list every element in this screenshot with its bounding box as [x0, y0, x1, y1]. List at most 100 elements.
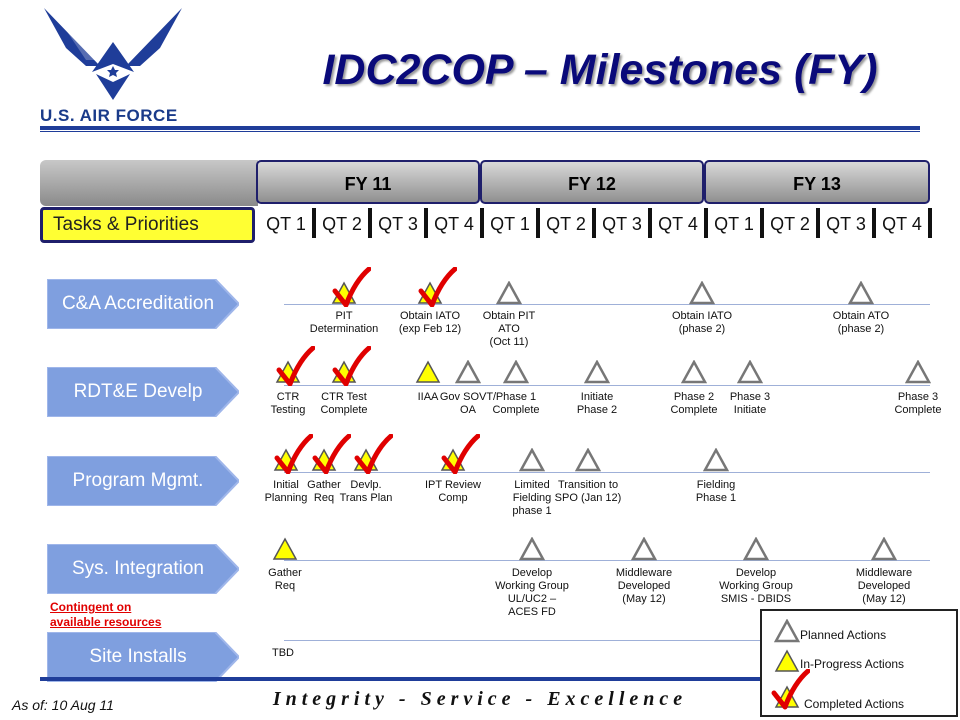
- quarter-divider: [312, 208, 316, 238]
- site-installs-tbd: TBD: [272, 647, 294, 659]
- milestone-label-line: Limited: [514, 479, 550, 491]
- quarter-divider: [704, 208, 708, 238]
- milestone-label-line: Phase 2: [576, 404, 618, 416]
- quarter-label: QT 4: [434, 214, 474, 234]
- timeline-corner: [40, 160, 258, 206]
- air-force-logo: [38, 8, 188, 126]
- legend-completed-label: Completed Actions: [804, 697, 905, 711]
- milestone-label: IPT Review Comp: [403, 479, 503, 505]
- milestone-planned-triangle-icon: [703, 448, 729, 472]
- milestone-label: Obtain ATO (phase 2): [811, 310, 911, 336]
- legend: Planned Actions In-Progress Actions Comp…: [760, 609, 958, 717]
- category-sys-integration: Sys. Integration: [47, 544, 239, 594]
- completed-check-icon: [332, 346, 371, 386]
- milestone-label: Gather Req: [235, 567, 335, 593]
- milestone-label-line: IIAA: [417, 391, 439, 403]
- quarter-label: QT 3: [826, 214, 866, 234]
- footer-motto: Integrity - Service - Excellence: [272, 688, 688, 710]
- quarter-divider: [760, 208, 764, 238]
- milestone-planned-triangle-icon: [575, 448, 601, 472]
- milestone-label-line: Phase 1: [695, 492, 737, 504]
- fy11-header: FY 11: [256, 160, 480, 204]
- category-program-mgmt: Program Mgmt.: [47, 456, 239, 506]
- category-rdte: RDT&E Develp: [47, 367, 239, 417]
- category-ca-accreditation: C&A Accreditation: [47, 279, 239, 329]
- milestone-label: Obtain PIT ATO (Oct 11): [459, 310, 559, 349]
- milestone-label-line: CTR Test: [321, 391, 367, 403]
- quarter-label: QT 2: [546, 214, 586, 234]
- category-label: C&A Accreditation: [61, 293, 215, 314]
- quarter-divider: [368, 208, 372, 238]
- row-line-site: [284, 640, 760, 641]
- footer-divider: [40, 677, 920, 681]
- milestone-label-line: Developed: [617, 580, 671, 592]
- milestone-label-line: Gather: [268, 567, 302, 579]
- milestone-label-line: PIT: [335, 310, 353, 322]
- milestone-label: Limited Fielding phase 1: [482, 479, 582, 518]
- legend-planned-label: Planned Actions: [800, 628, 887, 642]
- milestone-label-line: Devlp.: [350, 479, 382, 491]
- milestone-label-line: Complete: [492, 404, 540, 416]
- quarter-label: QT 1: [490, 214, 530, 234]
- quarter-divider: [424, 208, 428, 238]
- milestone-label-line: Obtain IATO: [399, 310, 461, 322]
- tasks-priorities-label: Tasks & Priorities: [40, 207, 255, 243]
- contingent-note-line: available resources: [50, 615, 162, 629]
- fy13-header: FY 13: [704, 160, 930, 204]
- milestone-label-line: Developed: [857, 580, 911, 592]
- milestone-label-line: Gov SOVT/: [439, 391, 497, 403]
- completed-check-icon: [312, 434, 351, 474]
- milestone-planned-triangle-icon: [496, 281, 522, 305]
- legend-in-progress-triangle-icon: [774, 649, 800, 672]
- milestone-label-line: Phase 1: [495, 391, 537, 403]
- quarter-divider: [816, 208, 820, 238]
- quarter-divider: [648, 208, 652, 238]
- milestone-label-line: Comp: [438, 492, 468, 504]
- legend-check-icon: [771, 669, 810, 710]
- quarter-label: QT 4: [882, 214, 922, 234]
- quarter-label: QT 3: [378, 214, 418, 234]
- milestone-label-line: Obtain IATO: [671, 310, 733, 322]
- milestone-label-line: Phase 3: [897, 391, 939, 403]
- quarter-label: QT 2: [322, 214, 362, 234]
- milestone-planned-triangle-icon: [737, 360, 763, 384]
- milestone-label-line: SPO (Jan 12): [554, 492, 622, 504]
- milestone-label-line: Planning: [264, 492, 308, 504]
- category-label: RDT&E Develp: [73, 381, 203, 402]
- quarter-label: QT 4: [658, 214, 698, 234]
- completed-check-icon: [441, 434, 480, 474]
- milestone-label: Middleware Developed (May 12): [834, 567, 934, 606]
- milestone-label: Obtain IATO (exp Feb 12): [380, 310, 480, 336]
- milestone-label-line: ATO: [498, 323, 520, 335]
- milestone-label: Middleware Developed (May 12): [594, 567, 694, 606]
- quarter-divider: [928, 208, 932, 238]
- milestone-planned-triangle-icon: [689, 281, 715, 305]
- category-site-installs: Site Installs: [47, 632, 239, 682]
- milestone-label: Transition to SPO (Jan 12): [538, 479, 638, 505]
- milestone-label-line: Req: [313, 492, 335, 504]
- milestone-label: Gather Req: [274, 479, 374, 505]
- milestone-planned-triangle-icon: [584, 360, 610, 384]
- milestone-label: Obtain IATO (phase 2): [652, 310, 752, 336]
- milestone-label-line: Trans Plan: [339, 492, 393, 504]
- milestone-label-line: Gather: [307, 479, 341, 491]
- milestone-label: Gov SOVT/OA: [418, 391, 518, 417]
- milestone-planned-triangle-icon: [848, 281, 874, 305]
- milestone-planned-triangle-icon: [503, 360, 529, 384]
- milestone-label-line: SMIS - DBIDS: [720, 593, 792, 605]
- row-line-si: [284, 560, 930, 561]
- quarter-label: QT 2: [770, 214, 810, 234]
- milestone-planned-triangle-icon: [871, 537, 897, 561]
- milestone-label-line: Complete: [894, 404, 942, 416]
- milestone-label: PIT Determination: [294, 310, 394, 336]
- milestone-label: Initial Planning: [236, 479, 336, 505]
- category-label: Site Installs: [89, 646, 187, 667]
- milestone-label: IIAA: [378, 391, 478, 404]
- milestone-planned-triangle-icon: [681, 360, 707, 384]
- milestone-label-line: ACES FD: [508, 606, 556, 618]
- milestone-planned-triangle-icon: [455, 360, 481, 384]
- milestone-label-line: Testing: [270, 404, 306, 416]
- milestone-label-line: Phase 3: [729, 391, 771, 403]
- milestone-label: Phase 1 Complete: [466, 391, 566, 417]
- completed-check-icon: [332, 267, 371, 307]
